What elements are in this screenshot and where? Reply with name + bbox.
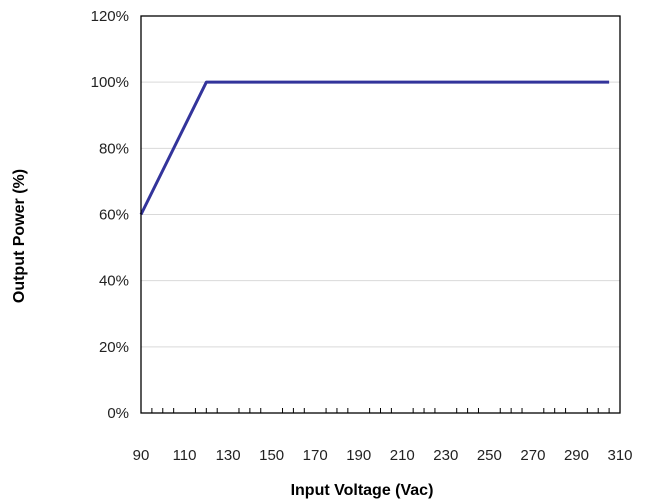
y-tick-label-5: 100% [91,74,129,91]
x-tick-label-5: 190 [346,447,371,464]
y-tick-label-1: 20% [99,339,129,356]
series-line-0 [139,80,610,216]
y-tick-label-6: 120% [91,8,129,25]
y-tick-labels: 0% 20% 40% 60% 80% 100% 120% [91,8,129,422]
x-tick-label-10: 290 [564,447,589,464]
x-tick-label-0: 90 [133,447,150,464]
y-tick-label-4: 80% [99,140,129,157]
x-tick-label-1: 110 [173,447,197,464]
x-tick-label-8: 250 [477,447,502,464]
y-tick-label-0: 0% [107,405,129,422]
x-tick-label-11: 310 [607,447,632,464]
axis-ticks [151,408,610,413]
x-tick-label-7: 230 [433,447,458,464]
x-tick-labels: 90 110 130 150 170 190 210 230 250 270 290 310 [133,447,633,464]
x-tick-label-6: 210 [390,447,415,464]
series-layer [139,80,610,216]
x-tick-label-9: 270 [520,447,545,464]
x-tick-label-4: 170 [303,447,328,464]
x-tick-label-3: 150 [259,447,284,464]
grid-lines [141,81,620,348]
y-tick-label-2: 40% [99,273,129,290]
y-axis-title: Output Power (%) [11,169,28,303]
x-axis-title: Input Voltage (Vac) [291,482,434,499]
x-tick-label-2: 130 [216,447,241,464]
y-tick-label-3: 60% [99,207,129,224]
